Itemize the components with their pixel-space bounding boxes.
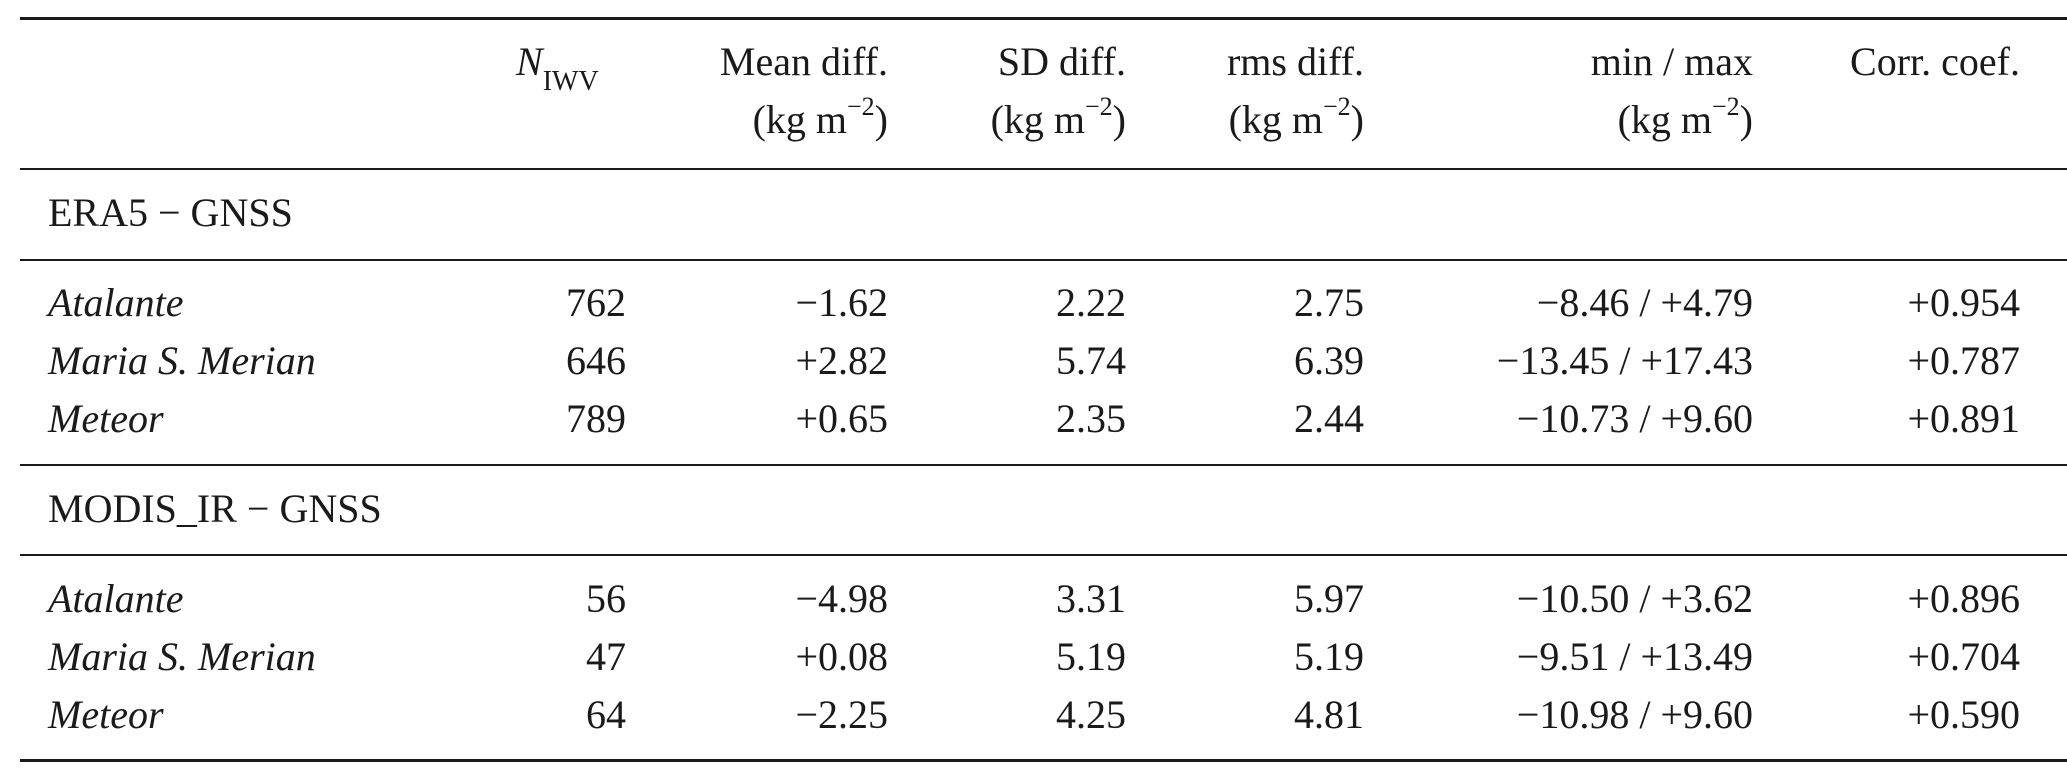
n-iwv-value: 56 [586,576,626,621]
n-iwv-value: 64 [586,692,626,737]
sd-diff-value: 2.35 [1056,396,1126,441]
section-title: ERA5 − GNSS [48,190,293,235]
sd-diff-value: 5.74 [1056,338,1126,383]
section-title-row: MODIS_IR − GNSS [0,480,2067,538]
sd-diff-value: 3.31 [1056,576,1126,621]
table-row: Atalante 56 −4.98 3.31 5.97 −10.50 / +3.… [0,570,2067,628]
section-title-row: ERA5 − GNSS [0,184,2067,242]
corr-coef-value: +0.590 [1907,692,2020,737]
ship-name: Atalante [48,280,184,325]
rms-diff-value: 2.44 [1294,396,1364,441]
n-iwv-value: 47 [586,634,626,679]
ship-name: Meteor [48,396,164,441]
corr-coef-value: +0.896 [1907,576,2020,621]
corr-coef-value: +0.954 [1907,280,2020,325]
rms-diff-value: 2.75 [1294,280,1364,325]
ship-name: Maria S. Merian [48,338,316,383]
table-row: Meteor 789 +0.65 2.35 2.44 −10.73 / +9.6… [0,390,2067,448]
table-row: Maria S. Merian 646 +2.82 5.74 6.39 −13.… [0,332,2067,390]
rms-diff-value: 5.97 [1294,576,1364,621]
n-iwv-value: 789 [566,396,626,441]
section-divider-rule [20,464,2067,466]
min-max-value: −13.45 / +17.43 [1496,338,1753,383]
header-mean-diff-unit: (kg m−2) [752,91,888,142]
n-iwv-value: 646 [566,338,626,383]
min-max-value: −10.50 / +3.62 [1516,576,1753,621]
mean-diff-value: +2.82 [795,338,888,383]
corr-coef-value: +0.704 [1907,634,2020,679]
bottom-rule [20,759,2067,762]
mean-diff-value: −1.62 [795,280,888,325]
mean-diff-value: +0.65 [795,396,888,441]
n-iwv-value: 762 [566,280,626,325]
table-row: Meteor 64 −2.25 4.25 4.81 −10.98 / +9.60… [0,686,2067,744]
corr-coef-value: +0.891 [1907,396,2020,441]
corr-coef-value: +0.787 [1907,338,2020,383]
table-row: Maria S. Merian 47 +0.08 5.19 5.19 −9.51… [0,628,2067,686]
header-sd-diff-unit: (kg m−2) [990,91,1126,142]
header-sd-diff: SD diff. [997,39,1126,84]
mean-diff-value: −2.25 [795,692,888,737]
ship-name: Atalante [48,576,184,621]
section-title: MODIS_IR − GNSS [48,486,382,531]
ship-name: Meteor [48,692,164,737]
sd-diff-value: 4.25 [1056,692,1126,737]
header-rms-diff: rms diff. [1226,39,1364,84]
min-max-value: −10.98 / +9.60 [1516,692,1753,737]
sd-diff-value: 5.19 [1056,634,1126,679]
section-rule [20,554,2067,556]
ship-name: Maria S. Merian [48,634,316,679]
mean-diff-value: −4.98 [795,576,888,621]
header-corr-coef: Corr. coef. [1850,39,2020,84]
header-n-iwv: NIWV [516,39,599,97]
top-rule [20,17,2067,20]
min-max-value: −9.51 / +13.49 [1516,634,1753,679]
header-rms-diff-unit: (kg m−2) [1228,91,1364,142]
header-rule [20,168,2067,170]
section-rule [20,259,2067,261]
min-max-value: −10.73 / +9.60 [1516,396,1753,441]
sd-diff-value: 2.22 [1056,280,1126,325]
mean-diff-value: +0.08 [795,634,888,679]
rms-diff-value: 4.81 [1294,692,1364,737]
rms-diff-value: 5.19 [1294,634,1364,679]
min-max-value: −8.46 / +4.79 [1536,280,1753,325]
header-min-max-unit: (kg m−2) [1617,91,1753,142]
table-row: Atalante 762 −1.62 2.22 2.75 −8.46 / +4.… [0,274,2067,332]
rms-diff-value: 6.39 [1294,338,1364,383]
header-mean-diff: Mean diff. [719,39,888,84]
header-min-max: min / max [1590,39,1753,84]
